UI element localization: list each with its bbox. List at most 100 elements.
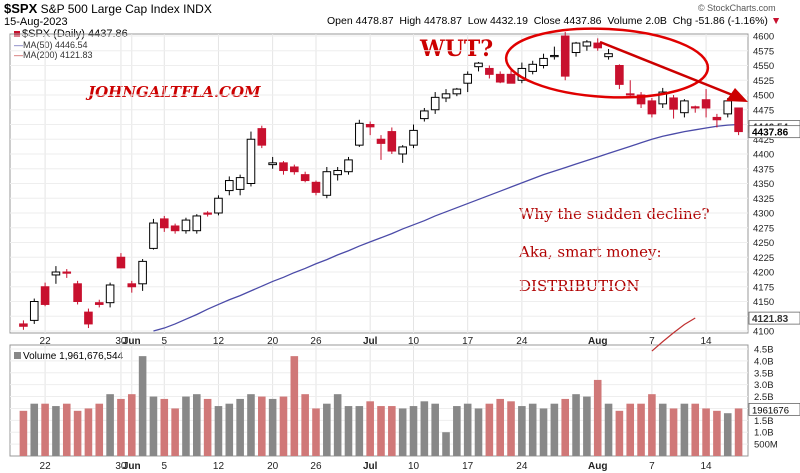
high-value: 4478.87 <box>423 15 462 27</box>
x-tick-label-volume: Aug <box>588 461 607 472</box>
candle-body <box>322 171 332 196</box>
y-tick-label: 4575 <box>753 46 774 57</box>
x-tick-label-volume: 12 <box>213 461 225 472</box>
watermark: JOHNGALTFLA.COM <box>88 83 261 101</box>
x-tick-label-volume: 30 <box>115 461 127 472</box>
candle-body <box>712 116 722 121</box>
candle-body <box>235 177 245 190</box>
open-value: 4478.87 <box>355 15 394 27</box>
ma200-price-tag-box <box>748 311 800 325</box>
volume-tick-label: 4.0B <box>754 356 774 367</box>
x-tick-label: 12 <box>213 336 225 347</box>
volume-bar <box>258 396 266 456</box>
x-tick-label: Aug <box>588 336 607 347</box>
candle-body <box>159 218 169 229</box>
candle-body <box>279 162 288 172</box>
candle-body <box>539 57 548 66</box>
volume-swatch <box>14 352 21 359</box>
volume-bar <box>485 403 494 456</box>
legend-ma200: —MA(200) 4121.83 <box>14 50 93 60</box>
y-tick-label: 4500 <box>753 91 774 102</box>
candle-body <box>192 215 202 232</box>
ma50-line <box>153 123 739 332</box>
candle-body <box>528 63 537 72</box>
volume-bar <box>431 403 439 456</box>
volume-bar <box>160 398 169 456</box>
y-tick-label: 4525 <box>753 76 774 87</box>
candle-body <box>398 146 407 155</box>
volume-tick-label: 1.0B <box>754 428 774 439</box>
candle-body <box>636 94 646 105</box>
volume-bar <box>593 379 602 456</box>
candle-body <box>344 159 353 173</box>
volume-bar <box>626 403 635 456</box>
volume-bar <box>214 406 223 456</box>
index-name: S&P 500 Large Cap Index <box>40 2 180 16</box>
ticker: $SPX <box>4 1 38 16</box>
symbol-title: $SPX S&P 500 Large Cap Index INDX <box>4 1 212 16</box>
candle-body <box>441 93 451 99</box>
ma200-price-tag: 4121.83 <box>752 314 789 325</box>
candle-body <box>430 96 440 111</box>
volume-tick-label: 1.5B <box>754 416 774 427</box>
chg-label: Chg <box>672 15 693 27</box>
y-tick-label: 4100 <box>753 327 774 338</box>
trend-arrow-line <box>599 40 736 98</box>
y-tick-label: 4475 <box>753 105 774 116</box>
volume-bar <box>225 403 234 456</box>
annotation-question: Why the sudden decline? <box>519 205 710 223</box>
x-tick-label-volume: 17 <box>462 461 474 472</box>
x-tick-label: 20 <box>267 336 279 347</box>
volume-bar <box>507 401 515 456</box>
close-price-tag-box <box>748 125 800 139</box>
ma200-line <box>651 317 696 352</box>
x-tick-label-volume: 5 <box>162 461 168 472</box>
candle-body <box>701 99 711 109</box>
candle-body <box>669 97 678 110</box>
candle-body <box>181 219 191 232</box>
candle-body <box>203 212 212 215</box>
candle-body <box>615 65 624 85</box>
volume-bar <box>19 410 28 456</box>
low-value: 4432.19 <box>489 15 528 27</box>
volume-bar <box>409 406 418 456</box>
candle-body <box>582 41 592 47</box>
down-arrow-icon: ▼ <box>770 15 782 27</box>
volume-bar <box>388 406 396 456</box>
volume-bar <box>203 398 212 456</box>
candle-body <box>723 100 733 115</box>
volume-bar <box>539 408 548 456</box>
volume-bar <box>62 403 71 456</box>
chg-value: -51.86 (-1.16%) <box>694 15 768 27</box>
volume-bar <box>734 408 743 456</box>
volume-bar <box>637 403 645 456</box>
x-tick-label-volume: 10 <box>408 461 420 472</box>
volume-bar <box>333 394 342 456</box>
volume-bar <box>453 406 461 456</box>
volume-bar <box>30 403 39 456</box>
x-tick-label-volume: 20 <box>267 461 279 472</box>
y-tick-label: 4275 <box>753 223 774 234</box>
candle-body <box>506 73 516 84</box>
volume-bar <box>528 403 537 456</box>
candle-body <box>170 225 180 232</box>
volume-bar <box>149 396 158 456</box>
candle-body <box>452 88 462 95</box>
exchange: INDX <box>183 2 212 16</box>
candle-body <box>19 323 28 327</box>
candle-body <box>311 181 321 193</box>
candle-body <box>290 166 299 173</box>
candle-body <box>40 286 50 305</box>
annotation-aka: Aka, smart money: <box>519 243 662 261</box>
candle-body <box>73 283 82 302</box>
candle-body <box>365 124 375 128</box>
legend-ma200-value: 4121.83 <box>60 50 93 60</box>
candle-body <box>680 100 689 114</box>
x-tick-label: 10 <box>408 336 420 347</box>
volume-bar <box>73 410 82 456</box>
high-label: High <box>399 15 422 27</box>
volume-bar <box>95 403 104 456</box>
candle-body <box>355 122 364 146</box>
volume-bar <box>561 398 570 456</box>
y-tick-label: 4200 <box>753 268 774 279</box>
